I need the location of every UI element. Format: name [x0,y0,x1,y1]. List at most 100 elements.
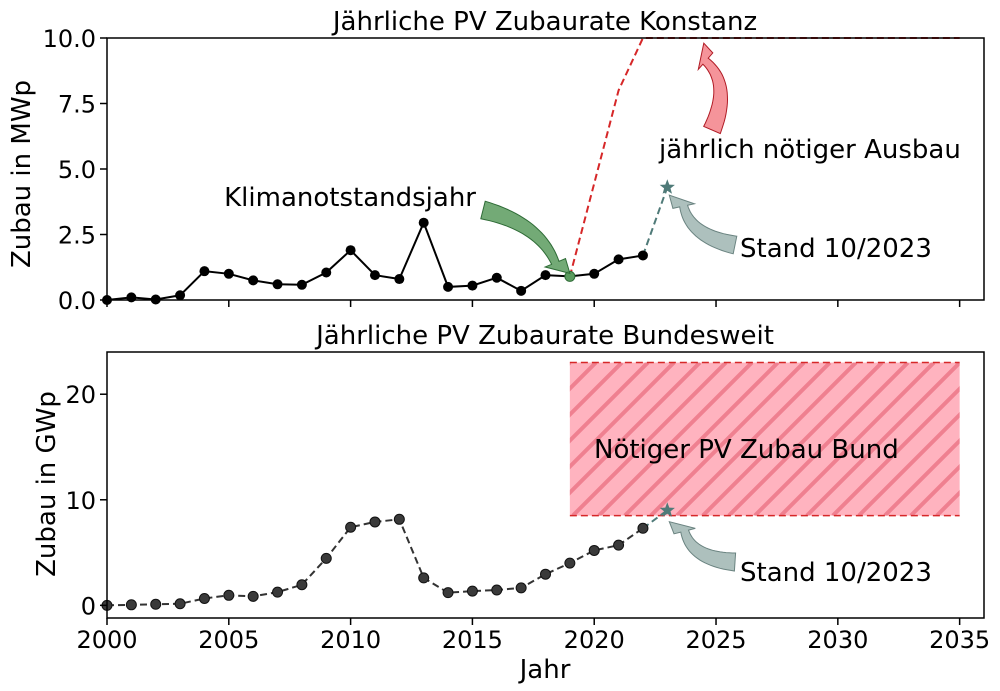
bottom-data-point [345,521,357,533]
hatch-line [989,363,1000,516]
top-data-point [491,272,502,283]
hatch-line [727,362,884,516]
hatch-line [883,437,960,516]
bottom-status-label: Stand 10/2023 [740,558,932,588]
bottom-data-point [320,552,332,564]
top-highlight-point [564,270,576,282]
hatch-line [569,362,572,366]
bottom-status-arrow [668,520,737,572]
bottom-data-point [515,582,527,594]
bottom-data-point [564,557,576,569]
top-data-point [467,280,478,291]
hatch-line [569,362,702,496]
hatch-line [963,363,1000,516]
top-data-point [223,268,234,279]
top-data-point [394,274,405,285]
hatch-line [831,385,960,516]
top-data-point [296,279,307,290]
bottom-data-point [150,598,162,610]
top-status-label: Stand 10/2023 [740,234,932,264]
bottom-data-point [588,544,600,556]
top-star-marker [659,179,675,194]
bottom-data-point [125,599,137,611]
bottom-data-point [198,592,210,604]
klimanotstand-label: Klimanotstandsjahr [224,183,476,213]
bottom-data-point [369,516,381,528]
hatch-line [857,411,960,516]
hatch-line [569,362,650,444]
hatch-line [597,362,754,516]
hatch-line [675,362,832,516]
bottom-data-point [540,568,551,580]
top-y-tick-label: 2.5 [58,222,96,250]
top-data-point [175,290,186,301]
top-data-point [540,270,551,281]
x-axis-label: Jahr [518,655,571,685]
bottom-data-point [613,539,625,551]
bottom-x-tick-label: 2030 [807,626,868,654]
top-y-tick-label: 10.0 [43,25,96,53]
bottom-y-tick-label: 20 [65,381,96,409]
bottom-x-tick-label: 2025 [685,626,746,654]
bottom-data-point [296,579,308,591]
top-data-point [248,275,259,286]
bottom-x-tick-label: 2035 [929,626,990,654]
bottom-data-point [442,587,454,599]
hatch-line [701,362,858,516]
hatch-line [779,362,936,516]
hatch-line [753,362,910,516]
top-data-point [637,250,648,261]
top-chart: Jährliche PV Zubaurate Konstanz Zubau in… [7,7,985,315]
top-status-arrow [668,194,738,255]
hatch-line [569,362,624,418]
hatch-line [649,362,806,516]
bottom-data-point [466,585,478,597]
hatch-line [569,362,676,470]
top-y-tick-label: 0.0 [58,287,96,315]
bottom-data-point [272,586,284,598]
top-current-dashed-line [642,187,669,256]
top-data-point [443,281,454,292]
required-band-hatch [569,362,1000,516]
bottom-plot-frame [106,351,985,619]
bottom-y-tick-label: 0 [81,592,96,620]
hatch-line [805,362,960,516]
top-data-point [613,254,624,265]
bottom-y-tick-label: 10 [65,487,96,515]
bottom-x-tick-label: 2015 [442,626,503,654]
bottom-x-tick-label: 2005 [198,626,259,654]
bottom-data-point [418,572,430,584]
bottom-chart-title: Jährliche PV Zubaurate Bundesweit [314,321,774,351]
required-expansion-label: jährlich nötiger Ausbau [658,135,961,165]
bottom-x-tick-label: 2010 [320,626,381,654]
bottom-star-marker [659,502,675,517]
top-data-point [369,270,380,281]
klimanotstand-arrow [480,200,571,275]
bottom-chart: Jährliche PV Zubaurate Bundesweit Zubau … [32,321,1000,654]
bottom-history-line [106,518,644,607]
top-data-point [126,292,137,303]
required-expansion-arrow [697,42,729,135]
top-data-point [589,268,600,279]
bottom-x-tick-label: 2000 [76,626,137,654]
bottom-data-point [174,598,186,610]
bottom-y-axis-label: Zubau in GWp [32,391,62,577]
bottom-data-point [393,513,405,525]
top-chart-title: Jährliche PV Zubaurate Konstanz [331,7,757,37]
top-data-point [418,217,429,228]
hatch-line [569,362,598,392]
bottom-data-point [223,589,235,601]
top-y-tick-label: 5.0 [58,156,96,184]
bottom-data-point [637,522,649,534]
top-y-axis-label: Zubau in MWp [7,80,37,268]
required-band [569,362,960,516]
top-data-point [321,267,332,278]
hatch-line [623,362,780,516]
required-band-label: Nötiger PV Zubau Bund [594,435,899,465]
bottom-data-point [247,590,259,602]
top-y-tick-label: 7.5 [58,91,96,119]
bottom-x-tick-label: 2020 [564,626,625,654]
bottom-data-point [491,584,503,596]
top-data-point [272,279,283,290]
